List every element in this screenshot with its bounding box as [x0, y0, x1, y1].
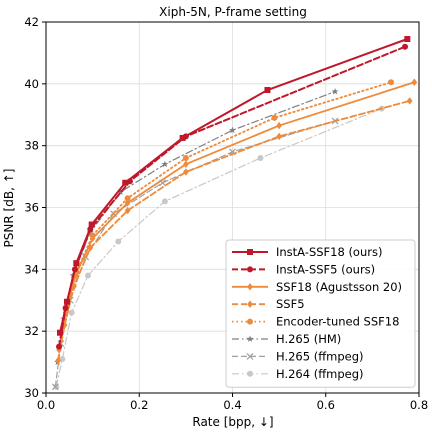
data-point	[161, 160, 169, 168]
y-tick-label: 34	[24, 262, 39, 276]
y-tick-label: 30	[24, 386, 39, 400]
data-point	[88, 221, 95, 228]
legend-entry: SSF5	[232, 297, 305, 311]
data-point	[124, 195, 131, 202]
y-tick-label: 32	[24, 324, 39, 338]
data-point	[257, 155, 264, 162]
legend-label: Encoder-tuned SSF18	[276, 315, 399, 329]
legend-box	[225, 239, 416, 388]
data-point	[388, 79, 395, 86]
data-point	[55, 356, 61, 365]
legend-label: InstA-SSF18 (ours)	[276, 245, 382, 259]
data-point	[183, 168, 189, 176]
data-point	[271, 114, 278, 121]
legend-label: InstA-SSF5 (ours)	[276, 262, 375, 276]
x-tick-label: 0.4	[223, 398, 241, 412]
legend-entry: Encoder-tuned SSF18	[232, 315, 399, 329]
data-point	[51, 383, 59, 391]
legend-entry: InstA-SSF5 (ours)	[232, 262, 375, 276]
chart-title: Xiph-5N, P-frame setting	[159, 5, 307, 19]
data-point	[56, 343, 63, 350]
series-layer	[51, 36, 418, 391]
data-point	[89, 234, 96, 243]
data-point	[247, 318, 253, 325]
data-point	[247, 266, 253, 273]
data-point	[124, 199, 131, 207]
data-point	[246, 335, 254, 342]
data-point	[179, 134, 186, 141]
data-point	[247, 283, 253, 291]
data-point	[402, 43, 409, 50]
data-point	[264, 87, 271, 94]
legend-label: H.264 (ffmpeg)	[276, 367, 363, 381]
data-point	[73, 260, 80, 267]
legend-entry: InstA-SSF18 (ours)	[232, 245, 382, 259]
legend-label: SSF18 (Agustsson 20)	[276, 280, 402, 294]
y-tick-label: 42	[24, 15, 39, 29]
legend-label: H.265 (ffmpeg)	[276, 349, 363, 363]
series-line	[55, 107, 383, 388]
data-point	[406, 97, 413, 105]
series-line	[58, 38, 409, 334]
data-point	[229, 126, 236, 134]
legend-entry: H.265 (ffmpeg)	[232, 349, 363, 363]
data-point	[63, 298, 70, 305]
data-point	[122, 179, 129, 186]
y-tick-label: 38	[24, 139, 39, 153]
data-point	[68, 309, 75, 316]
data-point	[246, 352, 254, 360]
legend-label: H.265 (HM)	[276, 332, 341, 346]
ticks: 0.0 0.2 0.4 0.6 0.8 30 32 34 36 38 40 42	[24, 15, 428, 412]
data-point	[53, 383, 60, 390]
data-point	[331, 87, 339, 95]
data-point	[62, 308, 69, 317]
x-tick-label: 0.2	[130, 398, 148, 412]
data-point	[247, 300, 253, 308]
legend-entry: H.264 (ffmpeg)	[232, 367, 363, 381]
y-tick-label: 36	[24, 201, 39, 215]
legend-entry: SSF18 (Agustsson 20)	[232, 280, 402, 294]
data-point	[276, 121, 282, 130]
y-tick-label: 40	[24, 77, 39, 91]
data-point	[115, 238, 122, 245]
data-point	[56, 329, 63, 336]
legend: InstA-SSF18 (ours) InstA-SSF5 (ours) SSF18…	[225, 239, 416, 388]
x-axis-label: Rate [bpp, ↓]	[192, 415, 273, 429]
y-axis-label: PSNR [dB, ↑]	[2, 169, 16, 248]
data-point	[247, 249, 253, 255]
series-1	[56, 36, 411, 336]
data-point	[183, 160, 189, 168]
series-line	[57, 99, 411, 362]
data-point	[404, 36, 411, 43]
data-point	[247, 370, 253, 377]
x-tick-label: 0.6	[317, 398, 335, 412]
legend-label: SSF5	[276, 297, 305, 311]
data-point	[411, 78, 418, 87]
data-point	[124, 206, 131, 215]
x-tick-label: 0.0	[37, 398, 55, 412]
data-point	[276, 132, 282, 141]
data-point	[84, 272, 91, 279]
x-tick-label: 0.8	[410, 398, 428, 412]
data-point	[161, 198, 168, 205]
legend-entry: H.265 (HM)	[232, 332, 341, 346]
data-point	[182, 155, 189, 162]
